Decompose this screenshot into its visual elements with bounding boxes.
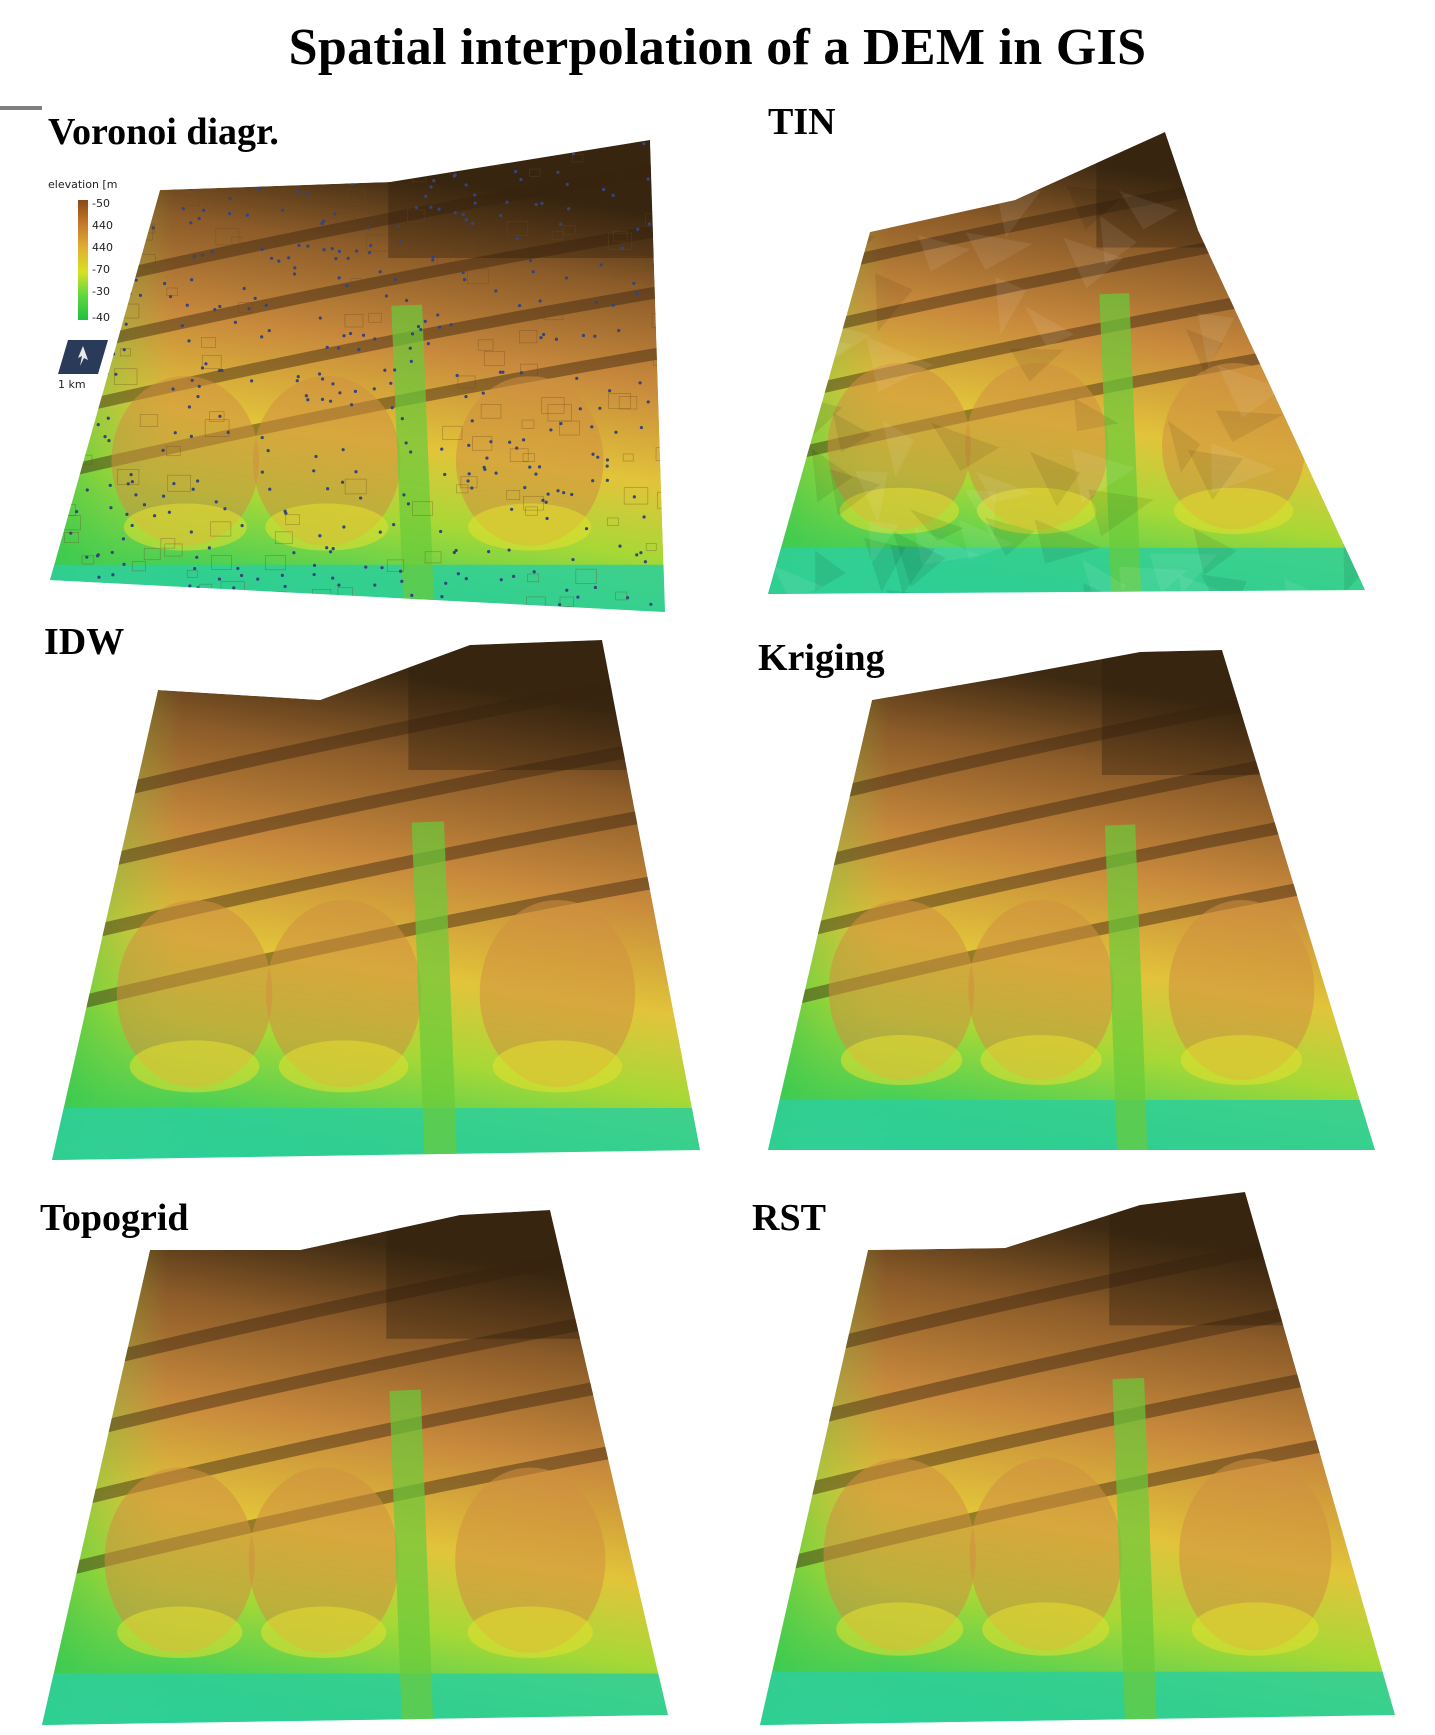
legend-color-bar [78, 200, 88, 320]
panel-label-topogrid: Topogrid [40, 1197, 189, 1239]
legend-tick: -40 [92, 311, 110, 324]
legend-tick: 440 [92, 219, 113, 232]
topogrid-surface [42, 1210, 668, 1725]
legend-caption: elevation [m [48, 178, 118, 191]
rst-surface [760, 1192, 1395, 1725]
kriging-surface [768, 650, 1375, 1150]
north-arrow-icon [58, 340, 108, 374]
panel-label-voronoi: Voronoi diagr. [48, 111, 279, 153]
elevation-legend: elevation [m -50 440 440 -70 -30 -40 1 k… [42, 178, 152, 391]
legend-tick: -30 [92, 285, 110, 298]
panel-label-tin: TIN [768, 101, 836, 143]
panel-label-idw: IDW [44, 621, 125, 663]
panel-label-kriging: Kriging [758, 637, 885, 679]
legend-tick: 440 [92, 241, 113, 254]
legend-tick: -70 [92, 263, 110, 276]
page-title: Spatial interpolation of a DEM in GIS [288, 19, 1147, 76]
idw-surface [52, 640, 700, 1160]
legend-tick: -50 [92, 197, 110, 210]
legend-scale: 1 km [58, 378, 86, 391]
tin-surface [768, 132, 1365, 594]
left-divider [0, 106, 42, 110]
panel-label-rst: RST [752, 1197, 826, 1239]
